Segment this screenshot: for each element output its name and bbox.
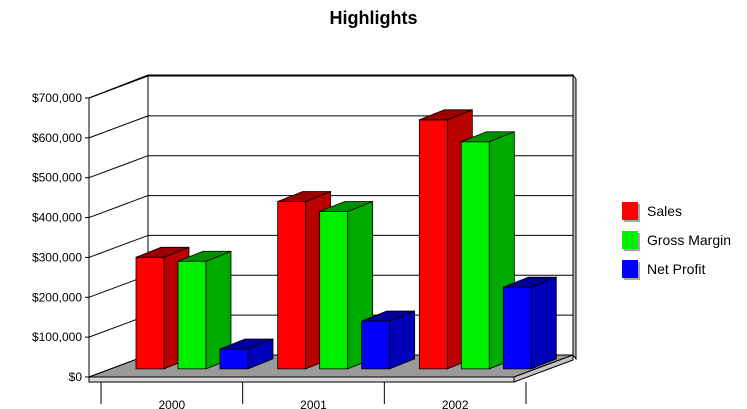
bar-front: [177, 260, 207, 370]
bars: [135, 109, 557, 370]
legend-item: Net Profit: [622, 258, 731, 279]
gridline-side: [88, 115, 149, 139]
floor-edge: [88, 376, 515, 383]
bar-net-profit-2001: [361, 310, 416, 370]
gridline-side: [88, 195, 149, 219]
gridline-side: [88, 234, 149, 258]
bar-top: [135, 246, 190, 258]
gridline-side: [88, 75, 149, 99]
y-tick-label: $200,000: [32, 290, 82, 304]
bar-net-profit-2002: [502, 276, 557, 370]
legend-label: Net Profit: [647, 260, 706, 277]
legend-item: Gross Margin: [622, 229, 731, 250]
floor-side: [513, 354, 574, 383]
bar-top: [177, 250, 232, 262]
bar-top: [277, 191, 331, 202]
bar-front: [319, 211, 349, 370]
bar-front: [219, 348, 249, 370]
y-tick-label: $100,000: [32, 330, 82, 344]
y-tick-label: $300,000: [32, 250, 82, 264]
bar-top: [461, 131, 515, 143]
legend-swatch: [622, 259, 638, 278]
y-axis-ticks: $0 $100,000 $200,000 $300,000 $400,000 $500,0…: [32, 91, 89, 384]
bar-top: [503, 276, 557, 288]
bar-front: [460, 141, 490, 370]
x-axis-ticks: 2000 2001 2002: [100, 382, 527, 409]
y-tick-label: $400,000: [32, 211, 82, 225]
bar-side: [530, 276, 557, 370]
legend-label: Sales: [647, 202, 683, 219]
y-tick-label: $500,000: [32, 171, 82, 185]
bar-front: [361, 320, 391, 370]
x-tick-label: 2001: [300, 398, 327, 409]
legend-label: Gross Margin: [647, 231, 732, 248]
x-tick-label: 2000: [158, 398, 185, 409]
legend-swatch: [622, 230, 638, 249]
bar-net-profit-2000: [219, 338, 274, 370]
bar-front: [135, 256, 165, 370]
bar-front: [502, 286, 532, 370]
legend-item: Sales: [622, 200, 731, 221]
bar-front: [418, 119, 448, 370]
bar-top: [361, 310, 415, 322]
bar-top: [419, 109, 473, 121]
right-edge: [572, 73, 577, 361]
bar-gross-margin-2001: [319, 200, 374, 370]
y-tick-label: $0: [69, 370, 83, 384]
bar-gross-margin-2000: [177, 250, 232, 370]
y-tick-label: $600,000: [32, 131, 82, 145]
bar-top: [319, 201, 373, 212]
bar-front: [277, 201, 307, 370]
legend: Sales Gross Margin Net Profit: [622, 200, 731, 287]
chart-title: Highlights: [329, 8, 418, 28]
y-tick-label: $700,000: [32, 91, 82, 105]
x-tick-label: 2002: [442, 398, 469, 409]
legend-swatch: [622, 201, 638, 220]
gridline-side: [88, 155, 149, 179]
bar-top: [219, 338, 274, 350]
